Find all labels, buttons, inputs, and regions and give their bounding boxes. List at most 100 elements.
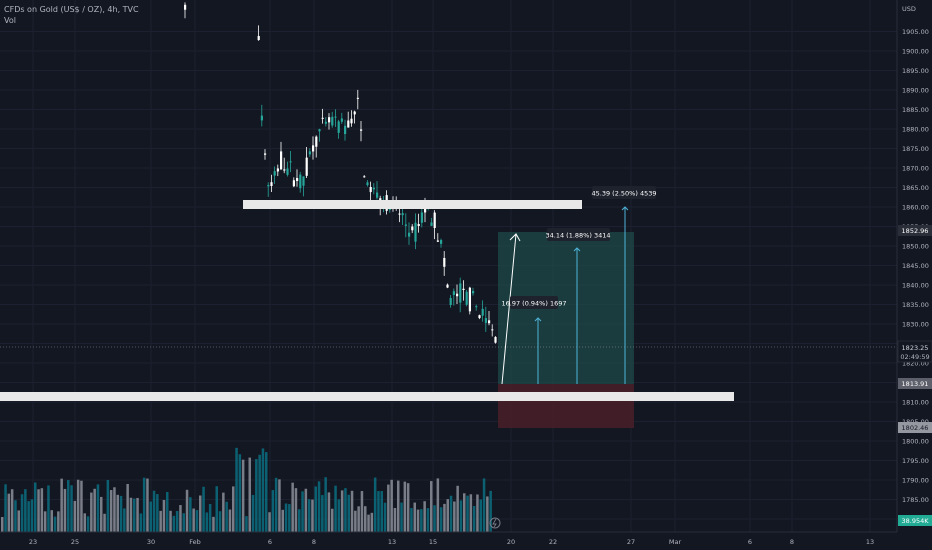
time-tick-label: 20	[507, 538, 515, 546]
candle-body	[491, 329, 494, 331]
price-tick-label: 1840.00	[902, 282, 929, 290]
volume-bar	[175, 511, 179, 532]
volume-bar	[413, 502, 416, 532]
candle-body	[462, 288, 465, 290]
volume-bar	[423, 501, 426, 532]
candle-body	[324, 121, 327, 124]
candle-body	[360, 129, 363, 131]
volume-bar	[83, 513, 86, 532]
volume-bars	[1, 447, 492, 532]
volume-bar	[426, 508, 430, 532]
candle-body	[372, 187, 375, 190]
volume-bar	[284, 503, 288, 532]
candle-body	[376, 192, 379, 198]
volume-bar	[113, 487, 116, 532]
candle-body	[424, 208, 427, 213]
candle-body	[433, 212, 436, 229]
volume-bar	[482, 478, 486, 532]
volume-bar	[166, 491, 169, 532]
volume-bar	[360, 491, 364, 532]
candle-body	[280, 151, 283, 170]
volume-bar	[347, 494, 350, 532]
volume-bar	[169, 510, 172, 532]
price-tick-label: 1865.00	[902, 184, 929, 192]
volume-bar	[241, 459, 245, 532]
time-tick-label: 22	[549, 538, 557, 546]
volume-bar	[433, 505, 436, 532]
measure-arrow-1[interactable]	[534, 317, 542, 384]
volume-bar	[60, 478, 63, 532]
volume-bar	[476, 494, 479, 532]
volume-bar	[265, 452, 268, 532]
volume-bar	[90, 492, 93, 532]
volume-bar	[159, 510, 162, 532]
svg-text:38.954K: 38.954K	[901, 517, 929, 525]
volume-bar	[142, 477, 146, 532]
stop-zone[interactable]	[498, 384, 634, 428]
price-tick-label: 1845.00	[902, 262, 929, 270]
volume-bar	[248, 457, 251, 532]
price-scale[interactable]	[897, 0, 932, 532]
chart-legend[interactable]: CFDs on Gold (US$ / OZ), 4h, TVC Vol	[4, 4, 139, 26]
volume-bar	[321, 495, 324, 532]
volume-bar	[199, 495, 202, 532]
candle-body	[481, 308, 484, 316]
candle-body	[398, 213, 401, 215]
volume-bar	[334, 485, 337, 532]
candle-body	[302, 176, 305, 186]
candle-body	[283, 169, 286, 171]
volume-bar	[410, 508, 413, 532]
replay-icon[interactable]	[489, 517, 501, 529]
volume-bar	[109, 490, 113, 532]
volume-bar	[337, 499, 341, 532]
projection-arrow[interactable]	[501, 233, 521, 385]
candle-body	[401, 213, 404, 216]
candle-body	[356, 97, 359, 99]
volume-bar	[235, 447, 238, 532]
volume-bar	[86, 516, 90, 532]
volume-bar	[17, 510, 20, 532]
volume-bar	[27, 501, 30, 532]
time-tick-label: 27	[627, 538, 635, 546]
candle-body	[318, 129, 321, 132]
price-tick-label: 1785.00	[902, 496, 929, 504]
volume-bar	[37, 489, 40, 532]
candle-body	[337, 121, 340, 133]
volume-bar	[377, 491, 380, 532]
volume-bar	[40, 488, 44, 532]
resistance-zone-bar[interactable]	[243, 200, 582, 209]
volume-bar	[76, 479, 80, 532]
price-tick-label: 1860.00	[902, 204, 929, 212]
volume-bar	[146, 478, 149, 532]
time-scale[interactable]	[0, 532, 897, 550]
candle-body	[276, 168, 279, 172]
candle-body	[299, 174, 302, 189]
svg-text:45.39 (2.50%) 4539: 45.39 (2.50%) 4539	[591, 190, 656, 198]
candle-body	[488, 320, 491, 324]
volume-bar	[317, 481, 321, 532]
candles	[184, 2, 497, 344]
measure-arrow-2[interactable]	[573, 247, 581, 384]
volume-bar	[1, 516, 4, 532]
candle-body	[363, 176, 366, 178]
volume-bar	[149, 501, 152, 532]
support-zone-bar[interactable]	[0, 392, 734, 401]
volume-bar	[479, 499, 482, 532]
svg-text:1813.91: 1813.91	[902, 380, 929, 388]
volume-bar	[463, 493, 466, 532]
candle-body	[315, 136, 318, 147]
volume-bar	[459, 500, 463, 532]
volume-bar	[208, 503, 212, 532]
candle-body	[312, 145, 315, 152]
svg-text:16.97 (0.94%) 1697: 16.97 (0.94%) 1697	[501, 300, 566, 308]
candle-body	[484, 318, 487, 323]
price-tick-label: 1790.00	[902, 477, 929, 485]
candle-body	[321, 117, 324, 119]
volume-bar	[281, 509, 284, 532]
volume-bar	[10, 489, 14, 532]
time-tick-label: 25	[71, 538, 79, 546]
volume-bar	[406, 483, 410, 532]
measure-arrow-3[interactable]	[621, 206, 629, 384]
volume-bar	[327, 492, 331, 532]
